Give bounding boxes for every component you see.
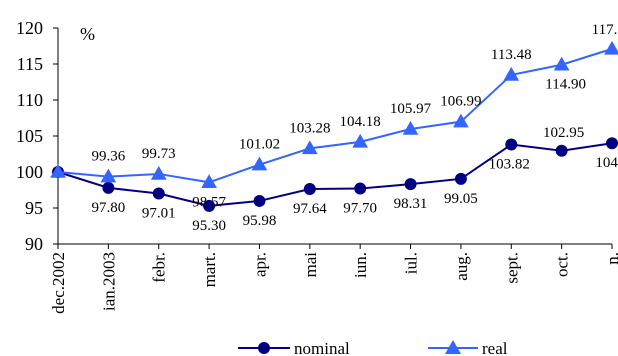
data-point-real <box>100 168 117 183</box>
data-labels-real: 99.36 99.73 98.57 101.02 103.28 104.18 105.97 1… <box>91 22 618 210</box>
x-tick-label: oct. <box>553 252 572 277</box>
series-line-nominal <box>57 142 613 207</box>
data-label-nominal: 97.64 <box>293 201 327 217</box>
x-tick-label: apr. <box>250 252 269 277</box>
legend: nominal real <box>238 339 508 356</box>
data-label-nominal: 97.80 <box>91 200 125 216</box>
data-point-real <box>503 66 520 81</box>
x-axis-ticks: dec.2002 ian.2003 febr. mart. apr. mai iun. iul… <box>49 244 618 314</box>
y-tick-label: 95 <box>25 198 43 218</box>
data-label-real: 113.48 <box>491 47 532 63</box>
x-tick-label: dec.2002 <box>49 252 68 314</box>
series-real <box>50 40 618 189</box>
data-label-nominal: 97.70 <box>343 201 377 217</box>
data-label-real: 106.99 <box>440 94 481 110</box>
legend-marker-real <box>445 340 461 354</box>
y-tick-label: 90 <box>25 234 43 254</box>
data-label-nominal: 95.98 <box>243 213 277 229</box>
y-unit-label: % <box>80 24 95 44</box>
x-tick-label: mart. <box>200 252 219 287</box>
data-label-nominal: 99.05 <box>444 191 478 207</box>
data-point-nominal <box>253 194 266 207</box>
y-tick-label: 110 <box>17 90 43 110</box>
y-axis-ticks: 90 95 100 105 110 115 120 <box>16 18 58 254</box>
data-label-nominal: 95.30 <box>192 218 226 234</box>
legend-marker-nominal <box>258 342 270 354</box>
x-tick-label: mai <box>301 252 320 278</box>
data-point-nominal <box>203 199 216 212</box>
data-label-nominal: 103.82 <box>489 156 530 172</box>
data-point-real <box>251 156 268 171</box>
y-tick-label: 105 <box>16 126 43 146</box>
x-tick-label: febr. <box>150 252 169 283</box>
data-label-real: 105.97 <box>390 101 432 117</box>
data-point-real <box>150 165 167 180</box>
data-point-nominal <box>606 137 618 150</box>
x-tick-label: n. <box>603 252 618 265</box>
data-point-nominal <box>404 178 417 191</box>
data-point-real <box>402 121 419 135</box>
data-point-real <box>201 174 217 189</box>
data-point-nominal <box>102 181 115 194</box>
x-tick-label: iul. <box>402 252 421 274</box>
data-point-real <box>301 140 318 155</box>
y-tick-label: 115 <box>17 54 43 74</box>
data-point-real <box>553 56 570 71</box>
data-label-nominal: 104.00 <box>595 155 618 171</box>
data-label-nominal: 97.01 <box>142 206 176 222</box>
data-point-real <box>453 113 469 128</box>
data-label-nominal: 102.95 <box>543 125 584 141</box>
data-point-nominal <box>555 144 568 157</box>
data-point-real <box>604 40 618 55</box>
data-point-real <box>50 163 66 178</box>
data-label-real: 117.10 <box>592 22 618 38</box>
legend-label-nominal: nominal <box>294 339 350 356</box>
data-label-real: 104.18 <box>340 114 381 130</box>
data-label-real: 99.36 <box>91 149 125 165</box>
data-point-real <box>352 133 369 148</box>
data-point-nominal <box>303 182 316 195</box>
data-labels-nominal: 97.80 97.01 95.30 95.98 97.64 97.70 98.31 99.05… <box>91 125 618 234</box>
data-point-nominal <box>505 138 518 151</box>
data-label-nominal: 98.31 <box>394 196 428 212</box>
x-tick-label: sept. <box>502 252 521 284</box>
legend-label-real: real <box>482 339 508 356</box>
data-label-real: 98.57 <box>192 194 226 210</box>
data-point-nominal <box>454 172 467 185</box>
data-label-real: 101.02 <box>239 137 280 153</box>
x-tick-label: ian.2003 <box>99 252 118 311</box>
data-label-real: 103.28 <box>289 120 330 136</box>
x-tick-label: aug. <box>452 252 471 281</box>
x-tick-label: iun. <box>351 252 370 278</box>
data-label-real: 114.90 <box>545 77 586 93</box>
data-label-real: 99.73 <box>142 146 176 162</box>
data-point-nominal <box>152 187 165 200</box>
series-line-real <box>57 47 613 184</box>
y-tick-label: 100 <box>16 162 43 182</box>
y-tick-label: 120 <box>16 18 43 38</box>
data-point-nominal <box>354 182 367 195</box>
